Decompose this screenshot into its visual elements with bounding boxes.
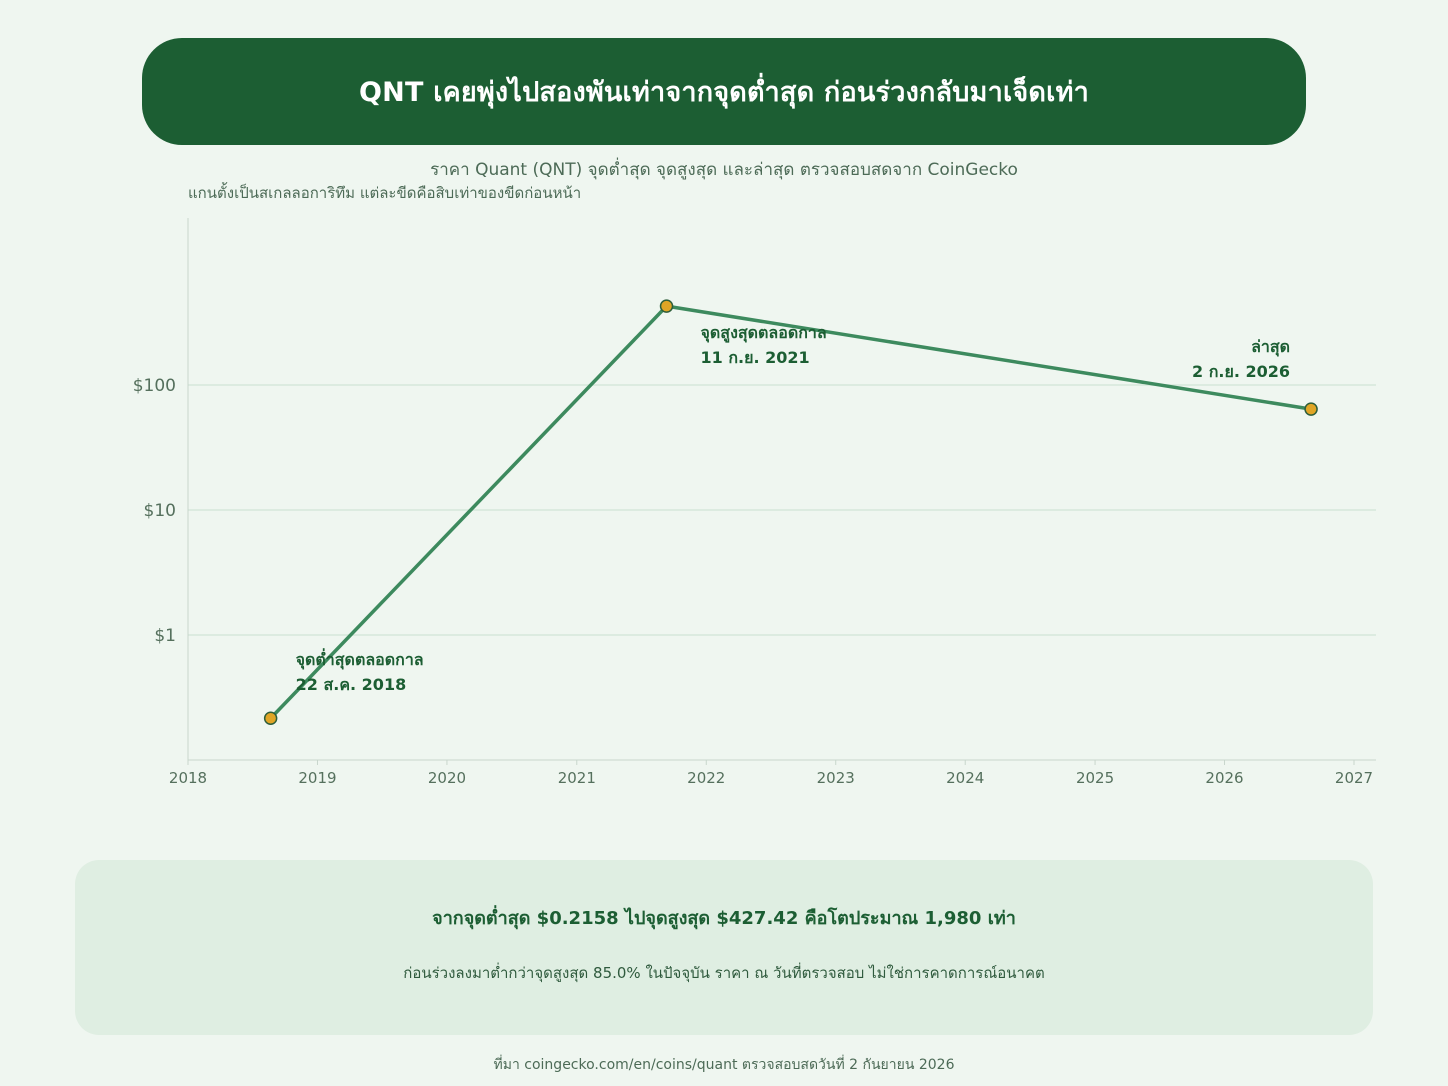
x-tick-label: 2023 bbox=[817, 769, 855, 787]
x-tick-label: 2025 bbox=[1076, 769, 1114, 787]
x-tick-label: 2018 bbox=[169, 769, 207, 787]
data-point-marker bbox=[1304, 402, 1318, 416]
chart-subtitle: ราคา Quant (QNT) จุดต่ำสุด จุดสูงสุด และ… bbox=[430, 160, 1018, 180]
point-annotation-date: 11 ก.ย. 2021 bbox=[701, 348, 810, 367]
marker-layer bbox=[263, 299, 1318, 725]
grid-layer bbox=[188, 384, 1376, 636]
point-annotation-date: 22 ส.ค. 2018 bbox=[296, 675, 407, 694]
y-tick-label: $10 bbox=[144, 501, 176, 521]
price-line bbox=[269, 304, 1312, 720]
point-annotation-title: จุดต่ำสุดตลอดกาล bbox=[296, 648, 424, 670]
label-layer: จุดต่ำสุดตลอดกาล 22 ส.ค. 2018 จุดสูงสุดตลอ… bbox=[296, 323, 1290, 694]
point-annotation-title: จุดสูงสุดตลอดกาล bbox=[701, 323, 827, 344]
y-tick-label: $100 bbox=[133, 376, 176, 396]
axis-note: แกนตั้งเป็นสเกลลอการิทึม แต่ละขีดคือสิบเ… bbox=[188, 184, 582, 202]
data-point-marker bbox=[659, 299, 674, 313]
page-title: QNT เคยพุ่งไปสองพันเท่าจากจุดต่ำสุด ก่อน… bbox=[359, 77, 1089, 108]
x-tick-label: 2026 bbox=[1205, 769, 1243, 787]
x-tick-label: 2021 bbox=[558, 769, 596, 787]
title-banner: QNT เคยพุ่งไปสองพันเท่าจากจุดต่ำสุด ก่อน… bbox=[142, 38, 1306, 145]
y-tick-label: $1 bbox=[154, 626, 176, 646]
summary-headline: จากจุดต่ำสุด $0.2158 ไปจุดสูงสุด $427.42… bbox=[432, 908, 1016, 929]
x-tick-label: 2024 bbox=[946, 769, 984, 787]
data-point-marker bbox=[263, 711, 278, 725]
x-tick-label: 2022 bbox=[687, 769, 725, 787]
summary-note: ก่อนร่วงลงมาต่ำกว่าจุดสูงสุด 85.0% ในปัจ… bbox=[403, 964, 1045, 982]
x-tick-label: 2020 bbox=[428, 769, 466, 787]
axis-layer: $1 $10 $100 2018 2019 2020 2021 2022 2023 2024 202… bbox=[133, 218, 1376, 787]
point-annotation-date: 2 ก.ย. 2026 bbox=[1192, 362, 1290, 381]
source-note: ที่มา coingecko.com/en/coins/quant ตรวจส… bbox=[493, 1057, 955, 1073]
line-layer bbox=[269, 304, 1312, 720]
x-tick-label: 2027 bbox=[1335, 769, 1373, 787]
summary-box: จากจุดต่ำสุด $0.2158 ไปจุดสูงสุด $427.42… bbox=[75, 860, 1373, 1035]
x-tick-label: 2019 bbox=[298, 769, 336, 787]
point-annotation-title: ล่าสุด bbox=[1251, 337, 1290, 357]
